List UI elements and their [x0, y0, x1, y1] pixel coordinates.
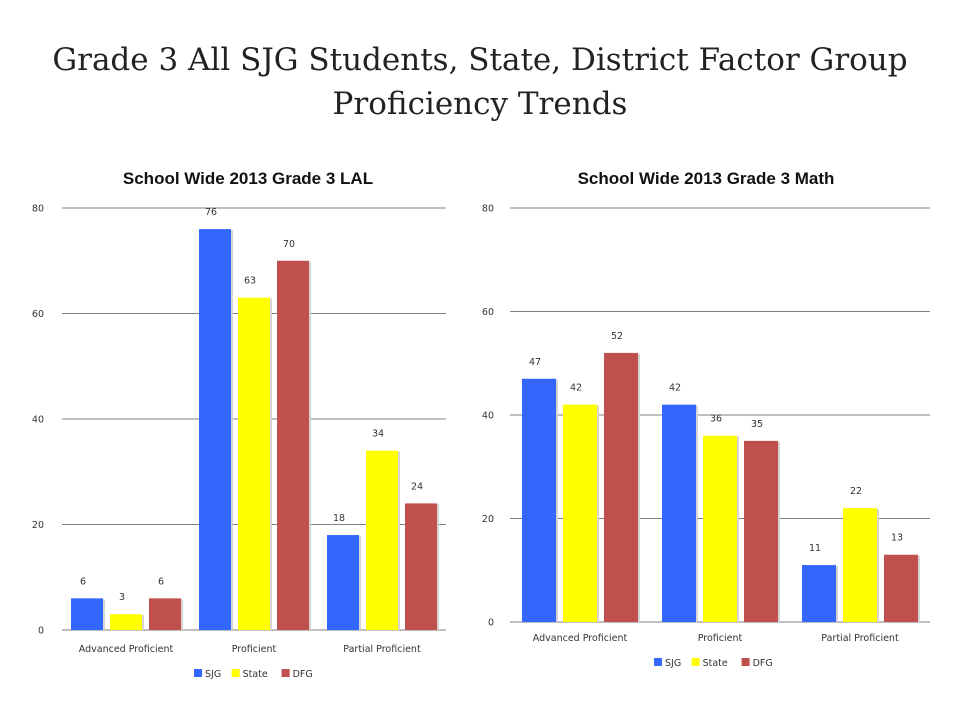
math-y-tick-60: 60 [482, 307, 494, 318]
math-data-label-sjg-2: 11 [809, 543, 821, 554]
math-data-label-dfg-1: 35 [751, 419, 763, 430]
slide-title-line-1: Grade 3 All SJG Students, State, Distric… [52, 42, 908, 78]
math-x-category-2: Partial Proficient [821, 633, 899, 644]
lal-x-category-1: Proficient [232, 644, 277, 655]
math-legend-label-state: State [703, 658, 728, 669]
math-legend-swatch-state [691, 658, 700, 666]
lal-x-category-2: Partial Proficient [343, 644, 421, 655]
lal-y-tick-40: 40 [32, 415, 44, 426]
math-data-label-sjg-1: 42 [669, 383, 681, 394]
math-legend-swatch-dfg [741, 658, 750, 666]
math-chart-title: School Wide 2013 Grade 3 Math [578, 169, 835, 188]
lal-chart-title: School Wide 2013 Grade 3 LAL [123, 169, 373, 188]
lal-y-tick-60: 60 [32, 309, 44, 320]
lal-legend-label-state: State [243, 669, 268, 680]
lal-legend-swatch-state [231, 669, 240, 677]
lal-data-label-sjg-1: 76 [205, 207, 217, 218]
math-bar-state-0 [563, 404, 597, 622]
math-legend-swatch-sjg [654, 658, 662, 666]
lal-bar-sjg-0 [71, 598, 103, 630]
math-legend-label-dfg: DFG [753, 658, 773, 669]
lal-data-label-dfg-1: 70 [283, 239, 295, 250]
math-y-tick-20: 20 [482, 514, 494, 525]
math-bar-sjg-2 [802, 565, 836, 622]
lal-data-label-state-0: 3 [119, 592, 125, 603]
math-bar-sjg-1 [662, 404, 696, 622]
math-bar-state-1 [703, 435, 737, 622]
lal-bar-sjg-2 [327, 535, 359, 630]
lal-bar-dfg-0 [149, 598, 181, 630]
lal-data-label-state-2: 34 [372, 429, 384, 440]
lal-data-label-sjg-2: 18 [333, 513, 345, 524]
lal-legend-label-dfg: DFG [293, 669, 313, 680]
math-data-label-dfg-2: 13 [891, 533, 903, 544]
lal-bar-state-1 [238, 297, 270, 630]
lal-bar-dfg-2 [405, 503, 437, 630]
math-y-tick-40: 40 [482, 411, 494, 422]
lal-y-tick-20: 20 [32, 520, 44, 531]
slide-title: Grade 3 All SJG Students, State, Distric… [40, 38, 920, 126]
math-x-category-1: Proficient [698, 633, 743, 644]
math-y-tick-0: 0 [488, 618, 494, 629]
math-bar-state-2 [843, 508, 877, 622]
math-legend-label-sjg: SJG [665, 658, 681, 669]
lal-bar-state-0 [110, 614, 142, 630]
lal-data-label-sjg-0: 6 [80, 576, 86, 587]
lal-bar-dfg-1 [277, 260, 309, 630]
math-bar-dfg-0 [604, 352, 638, 622]
math-data-label-sjg-0: 47 [529, 357, 541, 368]
lal-y-tick-80: 80 [32, 204, 44, 215]
lal-data-label-dfg-0: 6 [158, 576, 164, 587]
lal-x-category-0: Advanced Proficient [79, 644, 174, 655]
math-bar-dfg-2 [884, 554, 918, 622]
math-data-label-state-2: 22 [850, 486, 862, 497]
math-y-tick-80: 80 [482, 204, 494, 215]
lal-legend-swatch-sjg [194, 669, 202, 677]
math-data-label-dfg-0: 52 [611, 331, 623, 342]
lal-legend-label-sjg: SJG [205, 669, 221, 680]
lal-y-tick-0: 0 [38, 626, 44, 637]
lal-legend-swatch-dfg [281, 669, 290, 677]
slide-title-line-2: Proficiency Trends [332, 86, 628, 122]
lal-bar-sjg-1 [199, 229, 231, 630]
math-data-label-state-0: 42 [570, 383, 582, 394]
math-bar-sjg-0 [522, 378, 556, 622]
lal-data-label-dfg-2: 24 [411, 481, 423, 492]
lal-bar-state-2 [366, 450, 398, 630]
math-data-label-state-1: 36 [710, 414, 722, 425]
math-x-category-0: Advanced Proficient [533, 633, 628, 644]
math-bar-dfg-1 [744, 440, 778, 622]
lal-data-label-state-1: 63 [244, 276, 256, 287]
